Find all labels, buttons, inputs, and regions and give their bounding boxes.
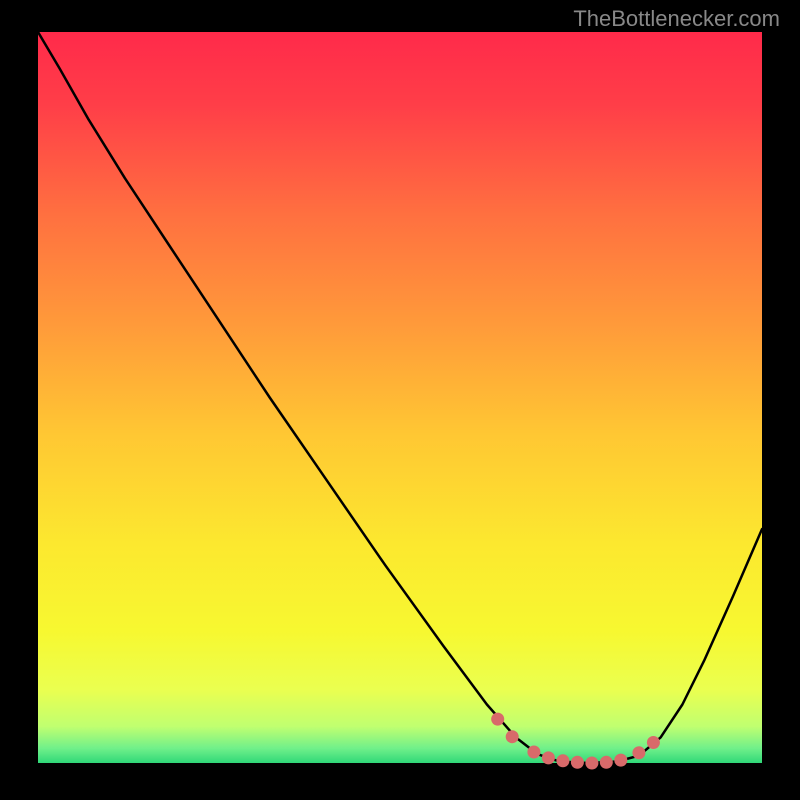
watermark-text: TheBottlenecker.com bbox=[573, 6, 780, 32]
data-marker bbox=[632, 746, 645, 759]
data-marker bbox=[600, 756, 613, 769]
data-marker bbox=[585, 757, 598, 770]
data-marker bbox=[527, 746, 540, 759]
data-marker bbox=[571, 756, 584, 769]
data-marker bbox=[491, 713, 504, 726]
data-marker bbox=[506, 730, 519, 743]
chart-svg bbox=[0, 0, 800, 800]
data-marker bbox=[614, 754, 627, 767]
data-marker bbox=[556, 754, 569, 767]
chart-container: TheBottlenecker.com bbox=[0, 0, 800, 800]
gradient-background bbox=[38, 32, 762, 763]
data-marker bbox=[647, 736, 660, 749]
data-marker bbox=[542, 751, 555, 764]
